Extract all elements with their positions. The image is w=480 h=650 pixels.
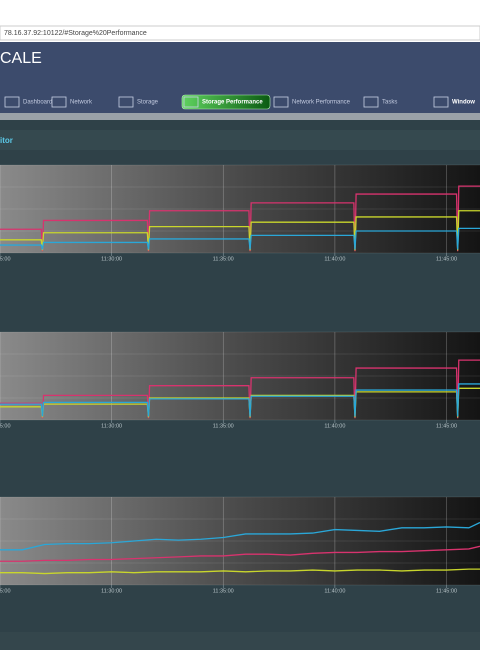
header-divider: [0, 113, 480, 120]
plot-area: [0, 332, 480, 420]
x-tick-label: 11:30:00: [101, 423, 122, 429]
nav-icon[interactable]: [118, 96, 134, 108]
series-line: [0, 185, 480, 252]
series-line: [0, 227, 480, 250]
x-tick-label: 11:35:00: [213, 256, 234, 262]
nav-active[interactable]: [181, 94, 271, 110]
x-tick-label: 11:45:00: [436, 423, 457, 429]
section-title: itor: [0, 136, 13, 145]
x-tick-label: 11:45:00: [436, 588, 457, 594]
address-field[interactable]: [0, 25, 480, 41]
series-line: [0, 545, 480, 562]
nav-item[interactable]: Network: [70, 100, 93, 106]
nav-icon[interactable]: [363, 96, 379, 108]
url: 78.16.37.92:10122/#Storage%20Performance: [4, 30, 147, 37]
x-tick-label: 11:35:00: [213, 588, 234, 594]
x-tick-label: 11:30:00: [101, 588, 122, 594]
nav-icon[interactable]: [433, 96, 449, 108]
nav-item[interactable]: Storage Performance: [202, 100, 263, 106]
x-tick-label: 11:25:00: [0, 256, 11, 262]
nav-icon[interactable]: [183, 96, 199, 108]
footer-strip: [0, 632, 480, 650]
series-line: [0, 521, 480, 551]
app-title: CALE: [0, 50, 42, 67]
nav-item[interactable]: Network Performance: [292, 100, 351, 106]
x-tick-label: 11:35:00: [213, 423, 234, 429]
series-line: [0, 383, 480, 417]
nav-icon[interactable]: [4, 96, 20, 108]
nav-icon[interactable]: [51, 96, 67, 108]
series-line: [0, 568, 480, 575]
x-tick-label: 11:40:00: [324, 423, 345, 429]
section-bar: [0, 130, 480, 150]
nav-item[interactable]: Window: [452, 100, 475, 106]
nav-item[interactable]: Storage: [137, 100, 159, 106]
x-tick-label: 11:30:00: [101, 256, 122, 262]
series-line: [0, 210, 480, 251]
x-tick-label: 11:40:00: [324, 256, 345, 262]
x-tick-label: 11:25:00: [0, 588, 11, 594]
nav-icon[interactable]: [273, 96, 289, 108]
x-tick-label: 11:45:00: [436, 256, 457, 262]
x-tick-label: 11:25:00: [0, 423, 11, 429]
nav-item[interactable]: Tasks: [382, 100, 397, 106]
nav-item[interactable]: Dashboard: [23, 100, 52, 106]
x-tick-label: 11:40:00: [324, 588, 345, 594]
